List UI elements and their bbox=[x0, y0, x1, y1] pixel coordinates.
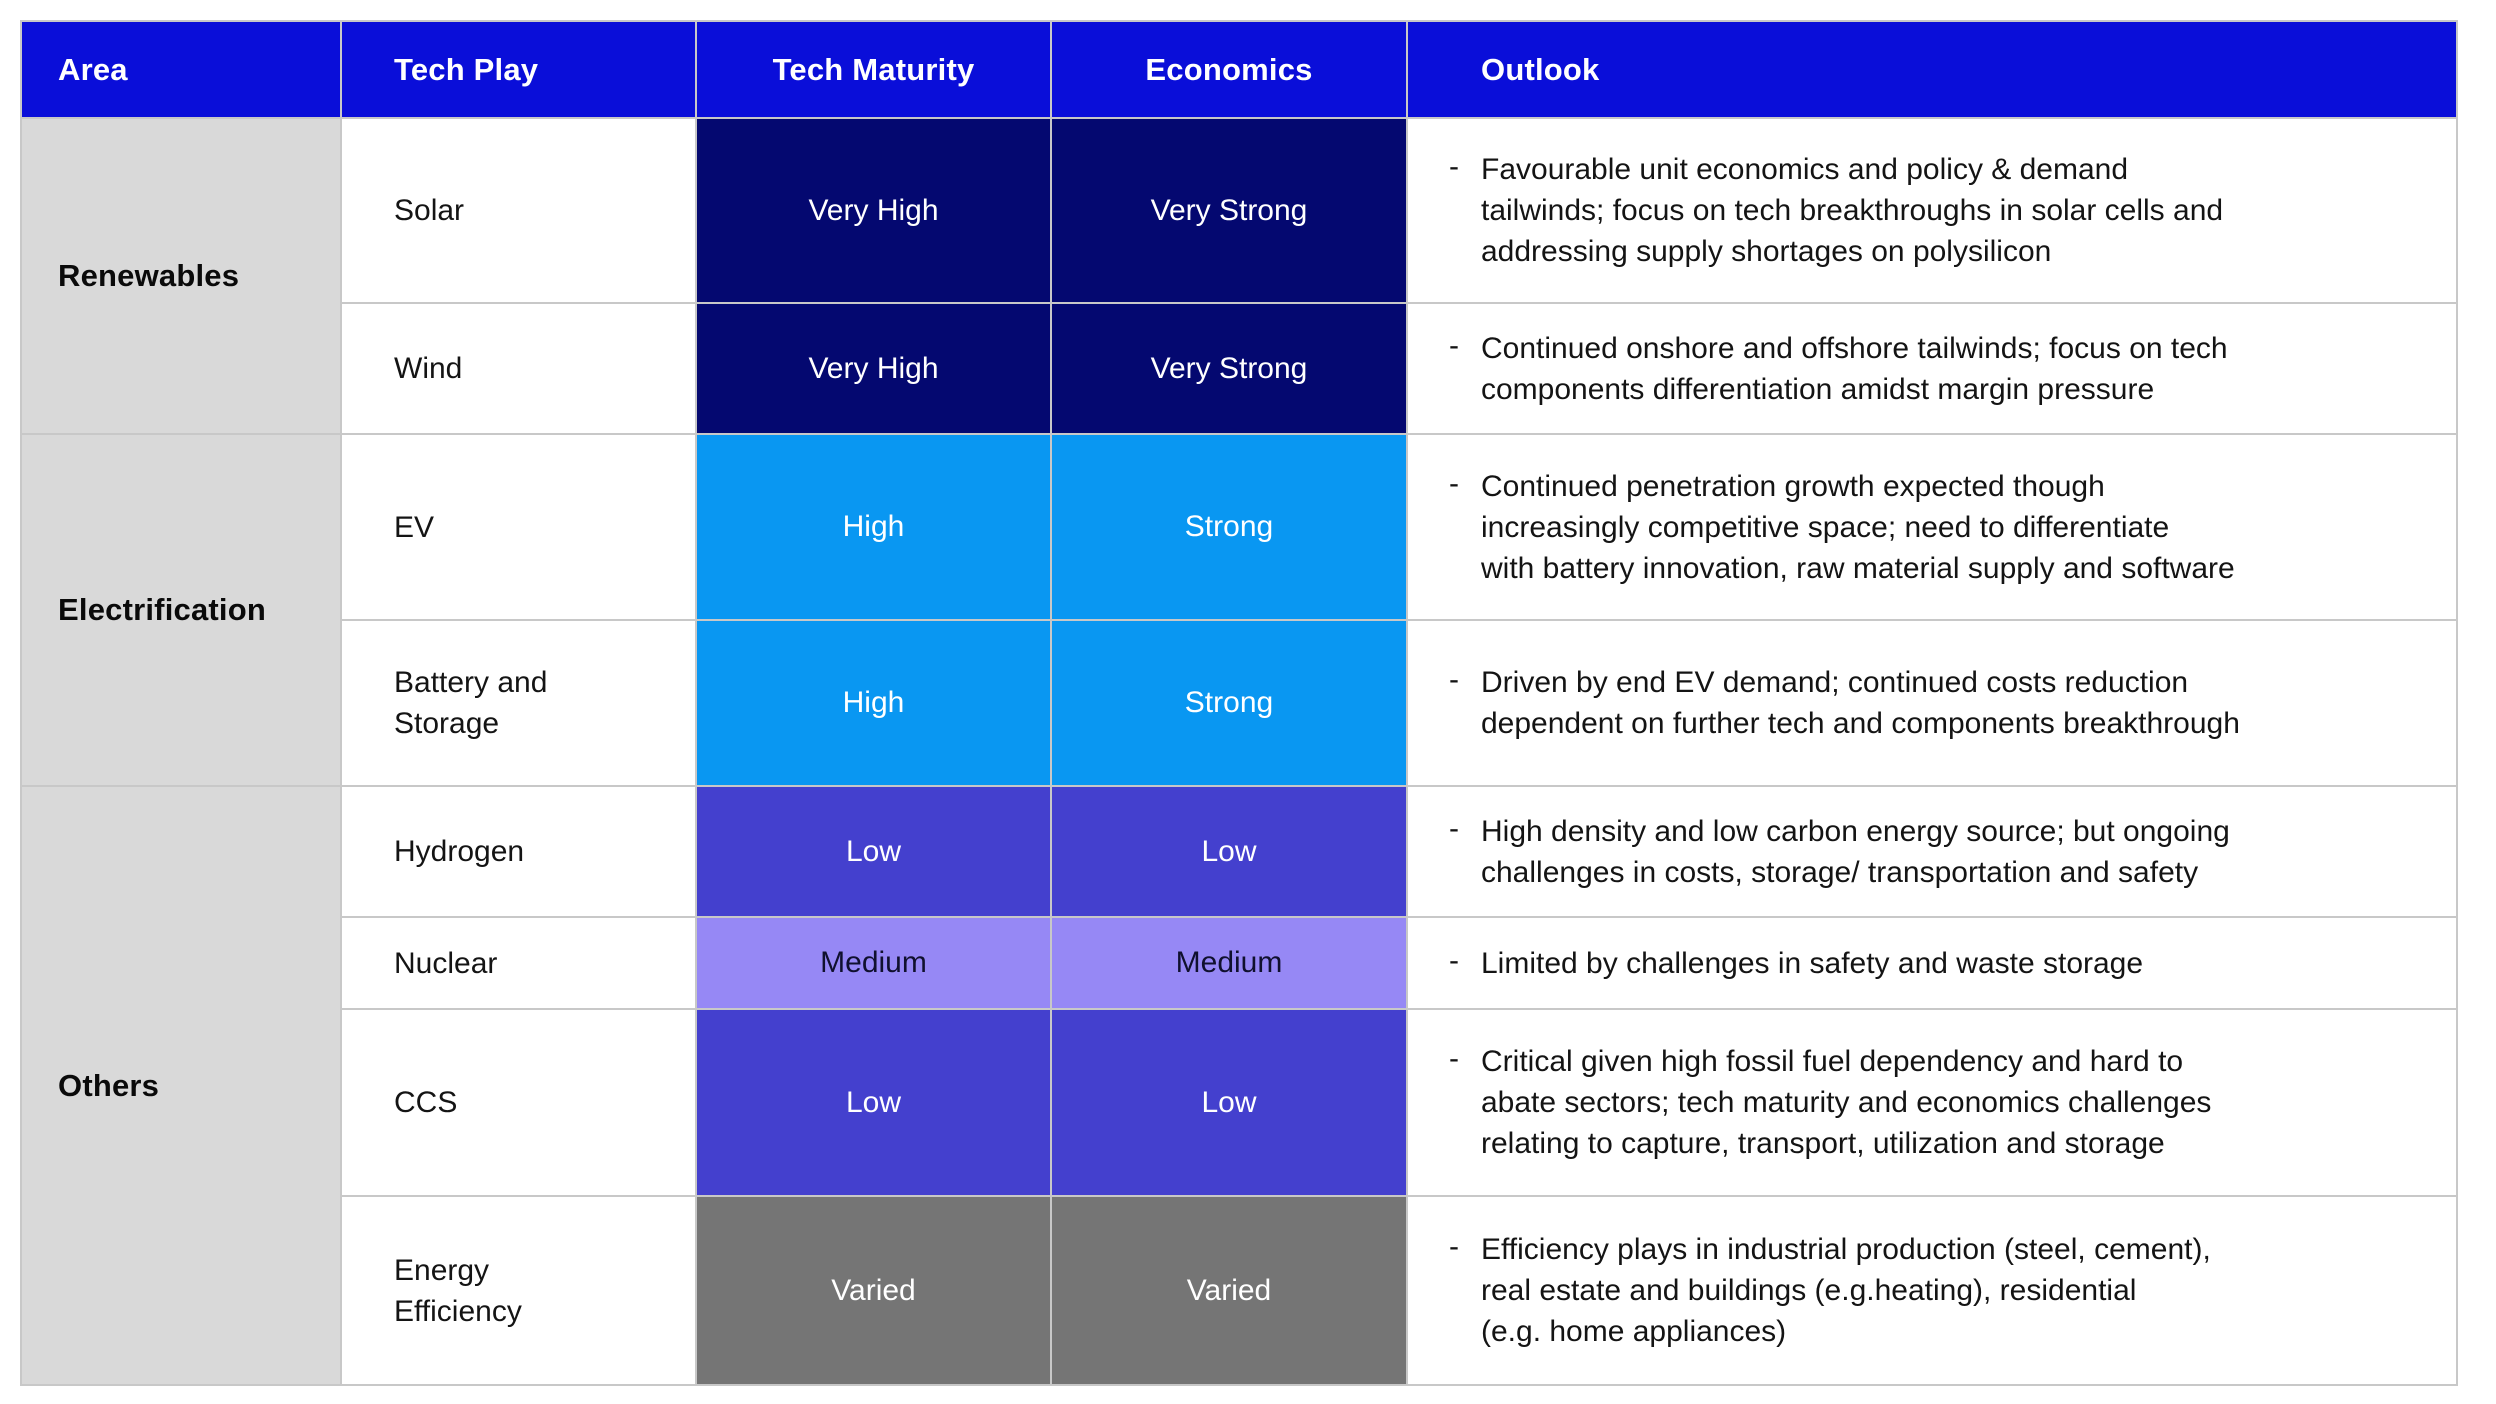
outlook-text: Continued onshore and offshore tailwinds… bbox=[1481, 331, 2228, 406]
economics-cell: Low bbox=[1050, 1008, 1408, 1197]
tech-play-cell: CCS bbox=[340, 1008, 697, 1197]
economics-cell: Varied bbox=[1050, 1195, 1408, 1386]
column-header-area: Area bbox=[20, 20, 342, 119]
outlook-text: Efficiency plays in industrial productio… bbox=[1481, 1233, 2211, 1348]
column-header-outlook: Outlook bbox=[1406, 20, 2458, 119]
bullet-dash: - bbox=[1449, 466, 1459, 500]
outlook-cell: - Efficiency plays in industrial product… bbox=[1406, 1195, 2458, 1386]
tech-maturity-cell: Low bbox=[695, 785, 1052, 918]
outlook-cell: - High density and low carbon energy sou… bbox=[1406, 785, 2458, 918]
column-header-economics: Economics bbox=[1050, 20, 1408, 119]
economics-cell: Strong bbox=[1050, 619, 1408, 787]
economics-cell: Low bbox=[1050, 785, 1408, 918]
outlook-cell: - Continued penetration growth expected … bbox=[1406, 433, 2458, 621]
outlook-text: High density and low carbon energy sourc… bbox=[1481, 814, 2230, 889]
outlook-text: Limited by challenges in safety and wast… bbox=[1481, 946, 2144, 980]
table-row-energy-efficiency: Energy Efficiency Varied Varied - Effici… bbox=[21, 1195, 2458, 1386]
table-row-hydrogen: Others Hydrogen Low Low - High density a… bbox=[20, 785, 2458, 1386]
outlook-text: Favourable unit economics and policy & d… bbox=[1481, 153, 2224, 268]
area-cell-others: Others bbox=[20, 785, 342, 1386]
outlook-cell: - Critical given high fossil fuel depend… bbox=[1406, 1008, 2458, 1197]
tech-maturity-cell: High bbox=[695, 619, 1052, 787]
tech-assessment-table: Area Tech Play Tech Maturity Economics O… bbox=[20, 20, 2458, 1386]
bullet-dash: - bbox=[1449, 328, 1459, 362]
tech-maturity-cell: Varied bbox=[695, 1195, 1052, 1386]
table-row-nuclear: Nuclear Medium Medium - Limited by chall… bbox=[21, 916, 2458, 1010]
tech-maturity-cell: Medium bbox=[695, 916, 1052, 1010]
outlook-cell: - Driven by end EV demand; continued cos… bbox=[1406, 619, 2458, 787]
outlook-text: Continued penetration growth expected th… bbox=[1481, 469, 2235, 585]
outlook-cell: - Limited by challenges in safety and wa… bbox=[1406, 916, 2458, 1010]
tech-play-cell: Nuclear bbox=[340, 916, 697, 1010]
economics-cell: Medium bbox=[1050, 916, 1408, 1010]
bullet-dash: - bbox=[1449, 663, 1459, 696]
table-row-battery-storage: Battery and Storage High Strong - Driven… bbox=[21, 619, 2458, 787]
outlook-text: Critical given high fossil fuel dependen… bbox=[1481, 1045, 2212, 1160]
tech-maturity-cell: Very High bbox=[695, 302, 1052, 435]
tech-play-cell: Wind bbox=[340, 302, 697, 435]
area-cell-renewables: Renewables bbox=[20, 117, 342, 435]
tech-play-cell: EV bbox=[340, 433, 697, 621]
header-row: Area Tech Play Tech Maturity Economics O… bbox=[20, 20, 2458, 119]
table-row-ccs: CCS Low Low - Critical given high fossil… bbox=[21, 1008, 2458, 1197]
tech-play-cell: Energy Efficiency bbox=[340, 1195, 697, 1386]
economics-cell: Strong bbox=[1050, 433, 1408, 621]
tech-play-cell: Battery and Storage bbox=[340, 619, 697, 787]
column-header-tech-play: Tech Play bbox=[340, 20, 697, 119]
tech-maturity-cell: High bbox=[695, 433, 1052, 621]
tech-play-cell: Hydrogen bbox=[340, 785, 697, 918]
economics-cell: Very Strong bbox=[1050, 117, 1408, 304]
tech-play-cell: Solar bbox=[340, 117, 697, 304]
bullet-dash: - bbox=[1449, 811, 1459, 845]
tech-maturity-cell: Very High bbox=[695, 117, 1052, 304]
table-row-ev: Electrification EV High Strong - Continu… bbox=[20, 433, 2458, 787]
outlook-cell: - Continued onshore and offshore tailwin… bbox=[1406, 302, 2458, 435]
outlook-text: Driven by end EV demand; continued costs… bbox=[1481, 666, 2240, 740]
area-cell-electrification: Electrification bbox=[20, 433, 342, 787]
bullet-dash: - bbox=[1449, 1042, 1459, 1075]
bullet-dash: - bbox=[1449, 1230, 1459, 1263]
column-header-tech-maturity: Tech Maturity bbox=[695, 20, 1052, 119]
tech-maturity-cell: Low bbox=[695, 1008, 1052, 1197]
economics-cell: Very Strong bbox=[1050, 302, 1408, 435]
bullet-dash: - bbox=[1449, 150, 1459, 183]
table-row-wind: Wind Very High Very Strong - Continued o… bbox=[21, 302, 2458, 435]
bullet-dash: - bbox=[1449, 943, 1459, 977]
table-row-solar: Renewables Solar Very High Very Strong -… bbox=[20, 117, 2458, 435]
outlook-cell: - Favourable unit economics and policy &… bbox=[1406, 117, 2458, 304]
